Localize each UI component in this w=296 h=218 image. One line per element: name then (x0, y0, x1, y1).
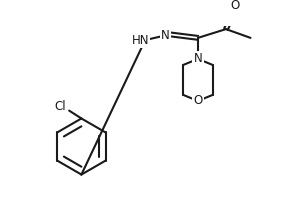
Text: N: N (194, 52, 202, 65)
Text: HN: HN (131, 34, 149, 47)
Text: N: N (161, 29, 170, 42)
Text: O: O (193, 94, 202, 107)
Text: O: O (230, 0, 239, 12)
Text: Cl: Cl (54, 100, 66, 113)
